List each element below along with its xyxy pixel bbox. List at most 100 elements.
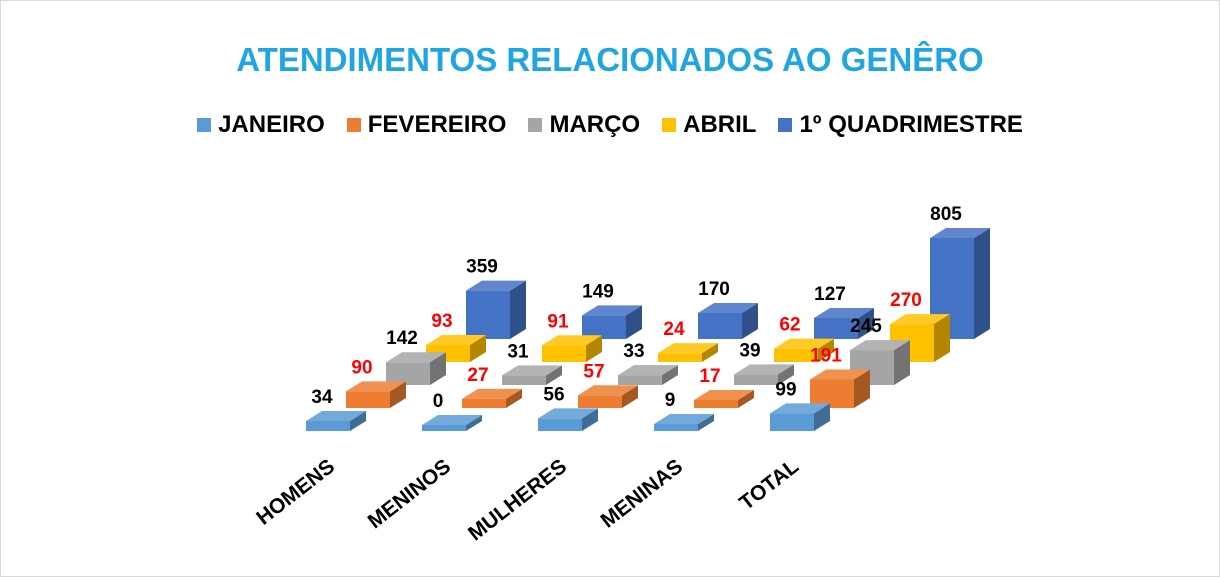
bar-side bbox=[702, 343, 718, 362]
bar-side bbox=[470, 335, 486, 362]
legend-label: FEVEREIRO bbox=[367, 111, 507, 138]
bar-top bbox=[502, 365, 562, 376]
bar bbox=[694, 399, 738, 408]
bar bbox=[578, 395, 622, 408]
x-tick-label: MULHERES bbox=[464, 455, 571, 546]
bar-side bbox=[430, 352, 446, 385]
bar-side bbox=[858, 308, 874, 339]
bar-side bbox=[622, 385, 638, 408]
bar bbox=[618, 375, 662, 385]
bar bbox=[658, 353, 702, 362]
bar-side bbox=[894, 340, 910, 385]
bar-side bbox=[738, 389, 754, 408]
bar bbox=[386, 362, 430, 385]
legend-swatch bbox=[346, 118, 361, 132]
legend-item: JANEIRO bbox=[197, 111, 325, 139]
bar bbox=[502, 375, 546, 385]
data-label: 24 bbox=[663, 319, 685, 340]
legend-swatch bbox=[778, 118, 793, 132]
data-label: 62 bbox=[779, 315, 800, 336]
legend-item: MARÇO bbox=[528, 111, 640, 139]
data-label: 170 bbox=[698, 279, 730, 300]
data-label: 270 bbox=[890, 290, 922, 311]
data-label: 149 bbox=[582, 281, 614, 302]
x-tick-label: MENINOS bbox=[364, 455, 455, 533]
bar-top bbox=[386, 352, 446, 363]
data-label: 91 bbox=[547, 311, 569, 332]
bar-top bbox=[770, 403, 830, 414]
bar-side bbox=[742, 302, 758, 339]
bar-top bbox=[810, 369, 870, 380]
data-label: 33 bbox=[623, 341, 644, 362]
legend-item: FEVEREIRO bbox=[346, 111, 507, 139]
data-label: 142 bbox=[386, 328, 418, 349]
legend-swatch bbox=[662, 118, 677, 132]
bar-side bbox=[506, 388, 522, 408]
legend: JANEIRO FEVEREIRO MARÇO ABRIL 1º QUADRIMESTR… bbox=[1, 111, 1219, 139]
bar-top bbox=[774, 338, 834, 349]
bar-top bbox=[654, 413, 714, 424]
bar-side bbox=[698, 413, 714, 431]
data-label: 17 bbox=[699, 366, 720, 387]
bar-side bbox=[778, 364, 794, 385]
legend-swatch bbox=[197, 118, 212, 132]
bar bbox=[542, 345, 586, 362]
bar-side bbox=[814, 403, 830, 431]
bar-top bbox=[422, 415, 482, 425]
data-label: 34 bbox=[311, 387, 333, 408]
data-label: 90 bbox=[351, 357, 372, 378]
chart-title: ATENDIMENTOS RELACIONADOS AO GENÊRO bbox=[236, 41, 984, 78]
bar bbox=[734, 374, 778, 385]
bar-side bbox=[390, 381, 406, 408]
bar-top bbox=[426, 335, 486, 346]
x-tick-label: HOMENS bbox=[252, 455, 339, 530]
bar bbox=[810, 379, 854, 408]
bar-top bbox=[538, 408, 598, 419]
legend-item: ABRIL bbox=[662, 111, 756, 139]
data-label: 0 bbox=[433, 391, 444, 412]
bar-side bbox=[662, 365, 678, 385]
legend-swatch bbox=[528, 118, 543, 132]
data-label: 99 bbox=[775, 379, 796, 400]
legend-label: JANEIRO bbox=[218, 111, 325, 138]
bar-top bbox=[694, 389, 754, 400]
bar-top bbox=[930, 228, 990, 238]
bar-top bbox=[578, 385, 638, 396]
bar bbox=[654, 423, 698, 431]
bar-side bbox=[586, 335, 602, 362]
bar-side bbox=[626, 305, 642, 339]
bar-side bbox=[854, 369, 870, 408]
bar-side bbox=[350, 410, 366, 431]
bar-top bbox=[698, 302, 758, 313]
bar bbox=[814, 318, 858, 339]
bar bbox=[774, 348, 818, 362]
data-label: 27 bbox=[467, 365, 488, 386]
data-label: 245 bbox=[850, 316, 882, 337]
bar-side bbox=[582, 408, 598, 431]
data-label: 191 bbox=[810, 345, 842, 366]
bar-side bbox=[510, 280, 526, 339]
bar bbox=[698, 312, 742, 339]
data-label: 127 bbox=[814, 284, 846, 305]
bar-side bbox=[546, 365, 562, 385]
bar bbox=[346, 391, 390, 408]
data-label: 31 bbox=[507, 341, 529, 362]
bar-top bbox=[346, 381, 406, 392]
bar-side bbox=[818, 338, 834, 362]
bar-top bbox=[582, 305, 642, 316]
bar-top bbox=[658, 343, 718, 354]
bar bbox=[422, 425, 466, 431]
bar-side bbox=[934, 314, 950, 362]
bar bbox=[462, 398, 506, 408]
data-label: 57 bbox=[583, 361, 604, 382]
data-label: 39 bbox=[739, 340, 760, 361]
bar bbox=[466, 290, 510, 339]
legend-label: MARÇO bbox=[549, 111, 641, 138]
bar-top bbox=[306, 410, 366, 421]
bar-top bbox=[462, 388, 522, 399]
legend-item: 1º QUADRIMESTRE bbox=[778, 111, 1023, 139]
bar bbox=[538, 418, 582, 431]
bar-top bbox=[814, 308, 874, 319]
x-tick-label: MENINAS bbox=[597, 455, 687, 533]
